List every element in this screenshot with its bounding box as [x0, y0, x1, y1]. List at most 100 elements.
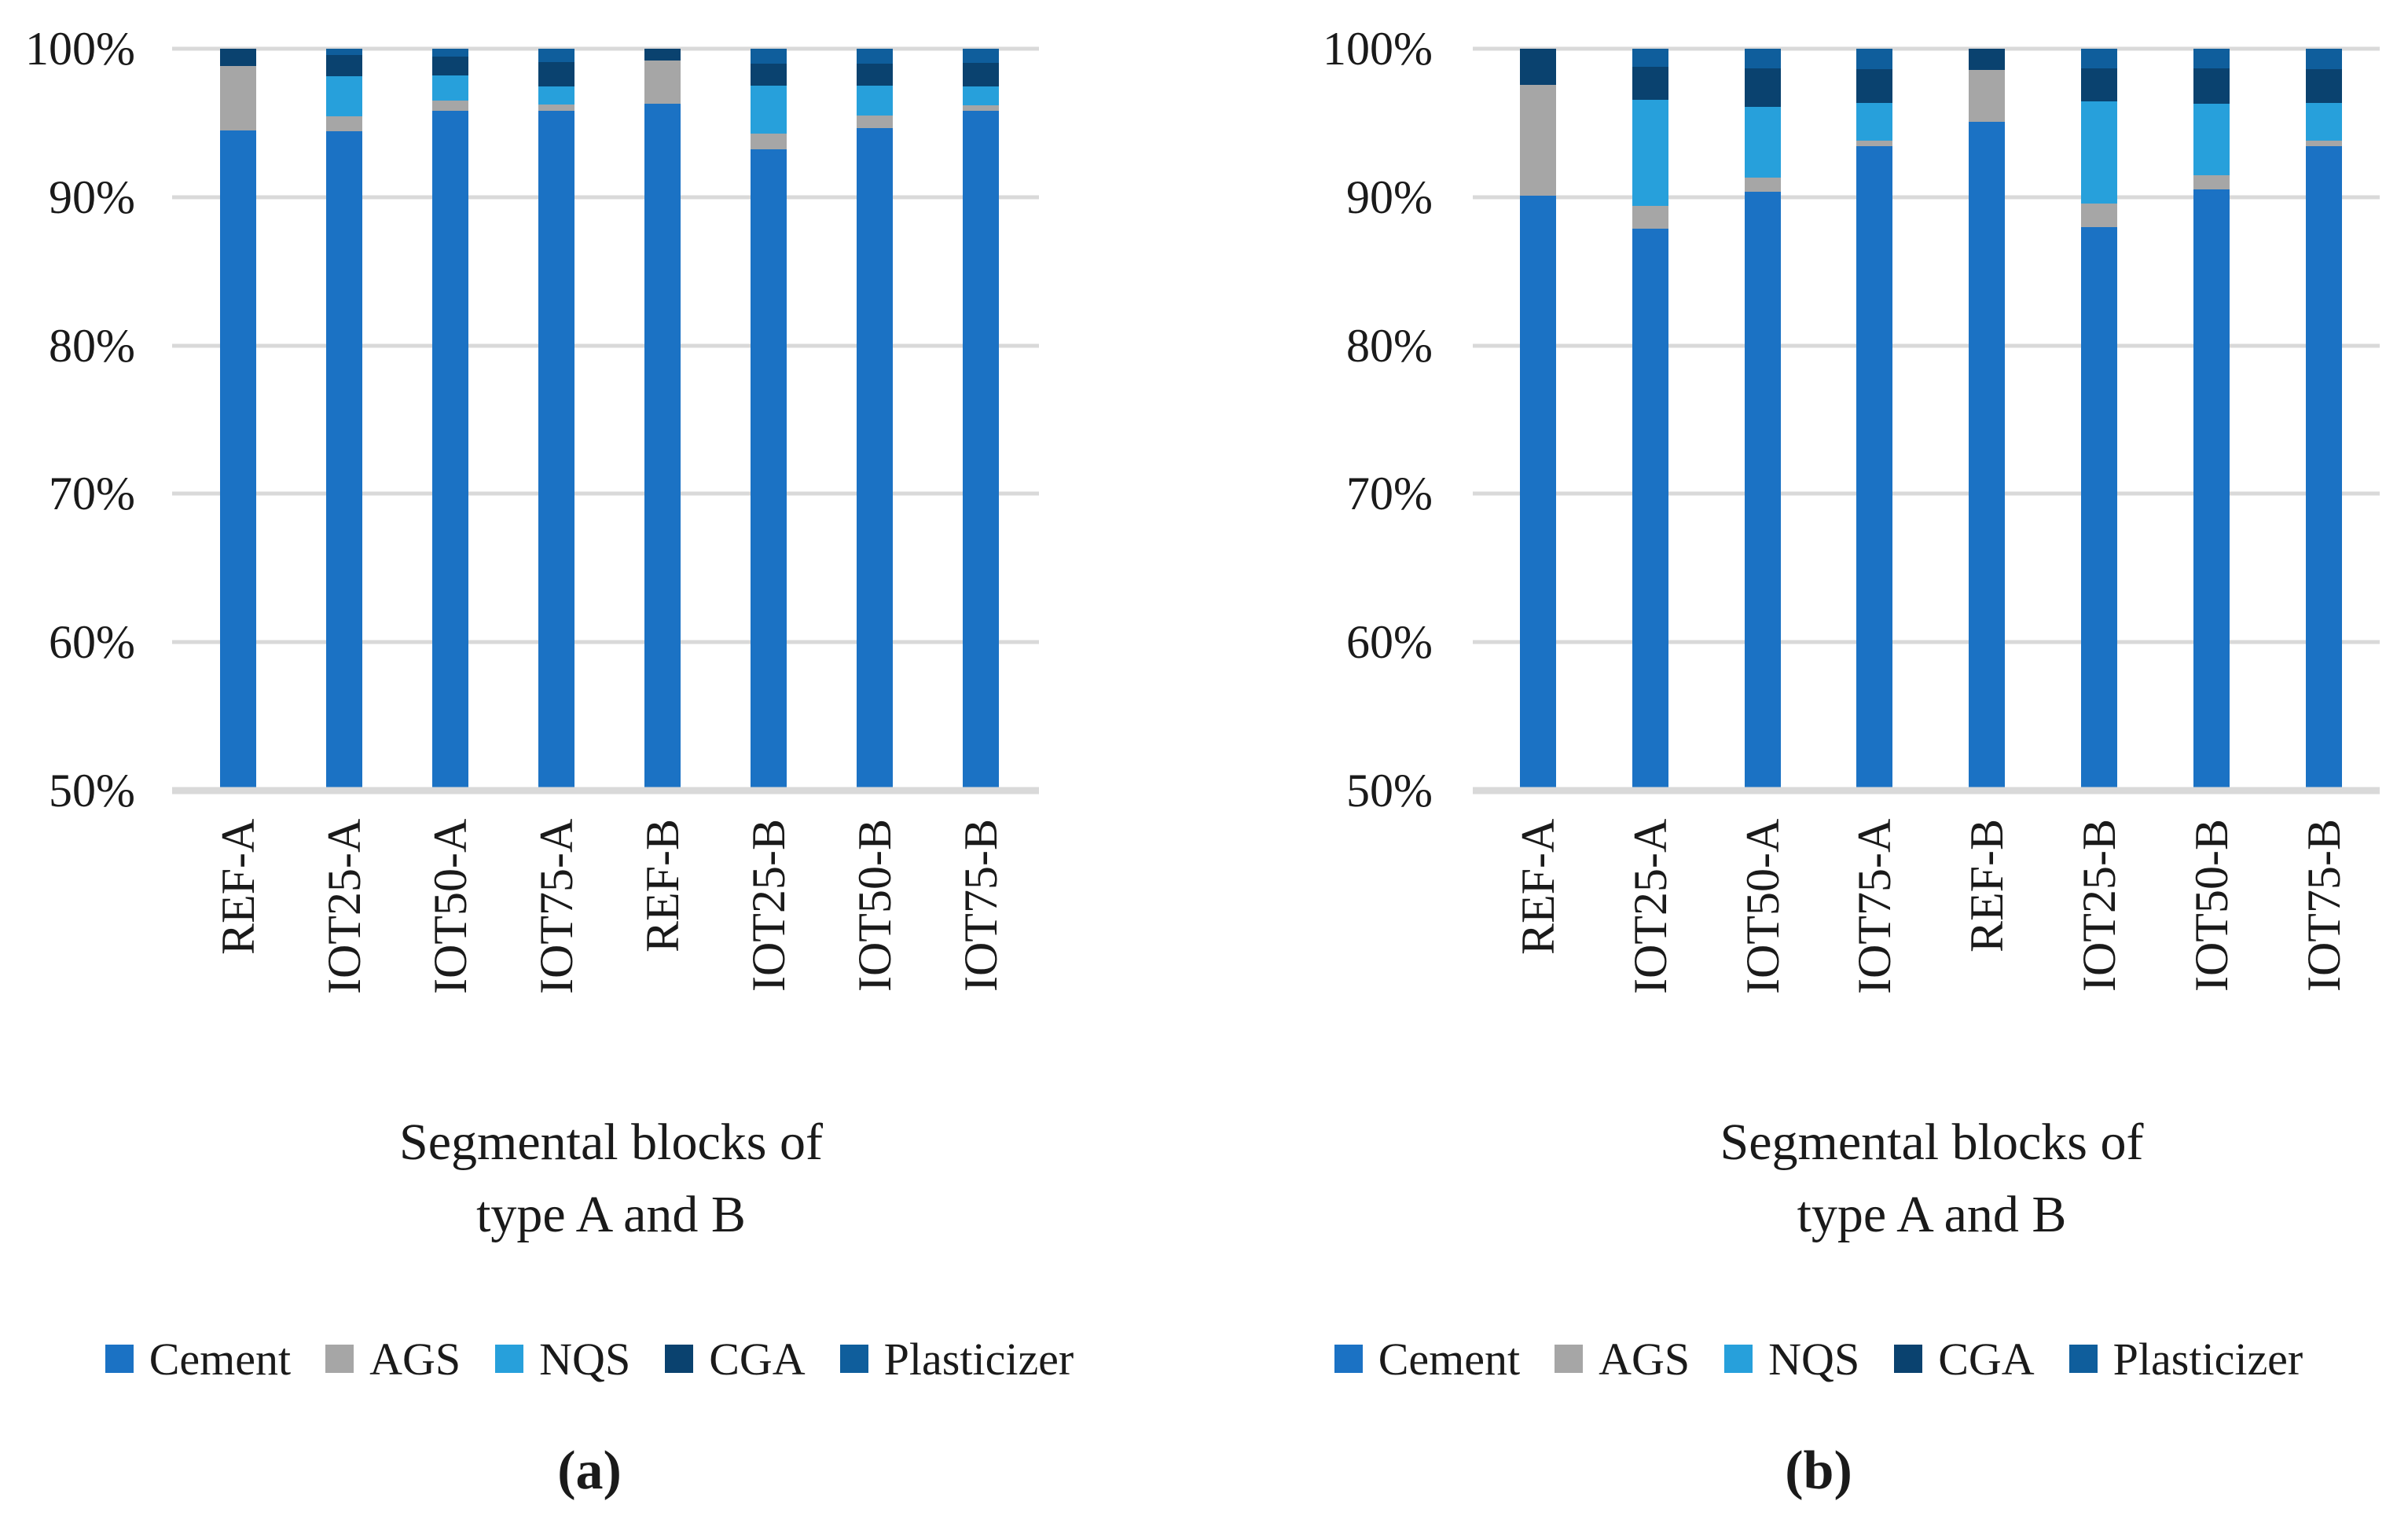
segment-plasticizer — [857, 49, 893, 64]
x-tick-label-IOT50-A: IOT50-A — [424, 819, 476, 995]
gridline-100% — [172, 46, 1039, 51]
segment-plasticizer — [1632, 49, 1668, 67]
bar-IOT50-A — [432, 49, 468, 791]
legend-label: Plasticizer — [883, 1333, 1074, 1385]
cga-swatch-icon — [1894, 1345, 1923, 1373]
y-tick-label: 100% — [25, 23, 135, 75]
segment-nqs — [432, 75, 468, 101]
gridline-100% — [1473, 46, 2380, 51]
segment-cement — [432, 111, 468, 791]
segment-cement — [538, 111, 574, 791]
segment-nqs — [2305, 102, 2342, 141]
chart-panel-a: Segmental blocks of type A and B Cement A… — [0, 0, 1179, 1523]
bar-IOT50-B — [2193, 49, 2230, 791]
legend-label: Cement — [1378, 1333, 1521, 1385]
segment-plasticizer — [963, 49, 999, 63]
plasticizer-swatch-icon — [2068, 1345, 2098, 1373]
legend-label: Plasticizer — [2113, 1333, 2303, 1385]
legend-item-cga: CGA — [1894, 1333, 2035, 1385]
gridline-70% — [1473, 491, 2380, 496]
bar-REF-A — [220, 49, 256, 791]
segment-cement — [2305, 145, 2342, 791]
segment-cga — [1632, 66, 1668, 101]
legend-label: Cement — [149, 1333, 292, 1385]
gridline-60% — [1473, 640, 2380, 644]
segment-cga — [220, 49, 256, 66]
x-tick-label-REF-B: REF-B — [637, 819, 688, 953]
segment-nqs — [326, 75, 362, 116]
y-tick-label: 50% — [49, 765, 135, 817]
legend-label: AGS — [369, 1333, 461, 1385]
nqs-swatch-icon — [495, 1345, 524, 1373]
segment-nqs — [2193, 103, 2230, 176]
segment-ags — [1856, 141, 1893, 146]
x-tick-label-IOT25-B: IOT25-B — [2073, 819, 2125, 992]
y-tick-label: 60% — [1346, 616, 1433, 669]
x-axis-title-b: Segmental blocks of type A and B — [1484, 1106, 2380, 1251]
cement-swatch-icon — [1334, 1345, 1363, 1373]
segment-cement — [1744, 192, 1781, 791]
bar-IOT50-B — [857, 49, 893, 791]
nqs-swatch-icon — [1724, 1345, 1753, 1373]
segment-ags — [326, 116, 362, 131]
plot-area-a — [172, 46, 1039, 795]
cga-swatch-icon — [665, 1345, 694, 1373]
legend-item-ags: AGS — [1555, 1333, 1690, 1385]
bar-REF-B — [1969, 49, 2006, 791]
bar-IOT75-B — [963, 49, 999, 791]
x-tick-label-IOT75-A: IOT75-A — [1848, 819, 1901, 995]
ags-swatch-icon — [325, 1345, 354, 1373]
legend-item-plasticizer: Plasticizer — [839, 1333, 1074, 1385]
plasticizer-swatch-icon — [839, 1345, 868, 1373]
segment-ags — [432, 101, 468, 112]
legend-item-cement: Cement — [1334, 1333, 1520, 1385]
bar-IOT25-A — [326, 49, 362, 791]
segment-ags — [220, 65, 256, 130]
x-tick-label-IOT50-B: IOT50-B — [849, 819, 901, 992]
bar-IOT75-B — [2305, 49, 2342, 791]
y-tick-label: 90% — [1346, 171, 1433, 223]
x-tick-label-REF-A: REF-A — [212, 819, 264, 956]
segment-nqs — [2081, 101, 2117, 204]
segment-plasticizer — [538, 49, 574, 62]
segment-cement — [2081, 227, 2117, 791]
x-tick-label-IOT75-B: IOT75-B — [955, 819, 1007, 992]
x-axis-line — [172, 787, 1039, 795]
gridline-70% — [172, 491, 1039, 496]
segment-ags — [538, 104, 574, 112]
segment-nqs — [1744, 106, 1781, 178]
gridline-80% — [172, 343, 1039, 348]
x-tick-label-IOT50-B: IOT50-B — [2185, 819, 2237, 992]
gridline-90% — [1473, 195, 2380, 200]
segment-nqs — [1632, 100, 1668, 207]
caption-a: (a) — [557, 1440, 622, 1501]
segment-cga — [326, 55, 362, 76]
segment-ags — [2193, 175, 2230, 190]
caption-b: (b) — [1785, 1440, 1852, 1501]
segment-cga — [963, 62, 999, 87]
bar-IOT25-A — [1632, 49, 1668, 791]
chart-panel-b: Segmental blocks of type A and B Cement A… — [1229, 0, 2408, 1523]
segment-cga — [2081, 68, 2117, 102]
legend-b: Cement AGS NQS CGA Plasticizer — [1229, 1330, 2408, 1388]
legend-label: NQS — [539, 1333, 631, 1385]
legend-label: CGA — [709, 1333, 806, 1385]
segment-nqs — [751, 86, 787, 134]
x-axis-title-line2: type A and B — [476, 1186, 746, 1243]
bar-IOT25-B — [2081, 49, 2117, 791]
bar-REF-A — [1520, 49, 1556, 791]
bar-IOT75-A — [1856, 49, 1893, 791]
bar-IOT25-B — [751, 49, 787, 791]
legend-label: NQS — [1768, 1333, 1860, 1385]
segment-ags — [1632, 206, 1668, 229]
segment-cga — [857, 63, 893, 86]
plot-area-b — [1473, 46, 2380, 795]
x-tick-label-IOT25-A: IOT25-A — [318, 819, 370, 995]
y-tick-label: 70% — [49, 468, 135, 520]
y-tick-label: 90% — [49, 171, 135, 223]
legend-item-cement: Cement — [105, 1333, 291, 1385]
segment-cga — [1969, 49, 2006, 71]
bar-IOT75-A — [538, 49, 574, 791]
bar-IOT50-A — [1744, 49, 1781, 791]
